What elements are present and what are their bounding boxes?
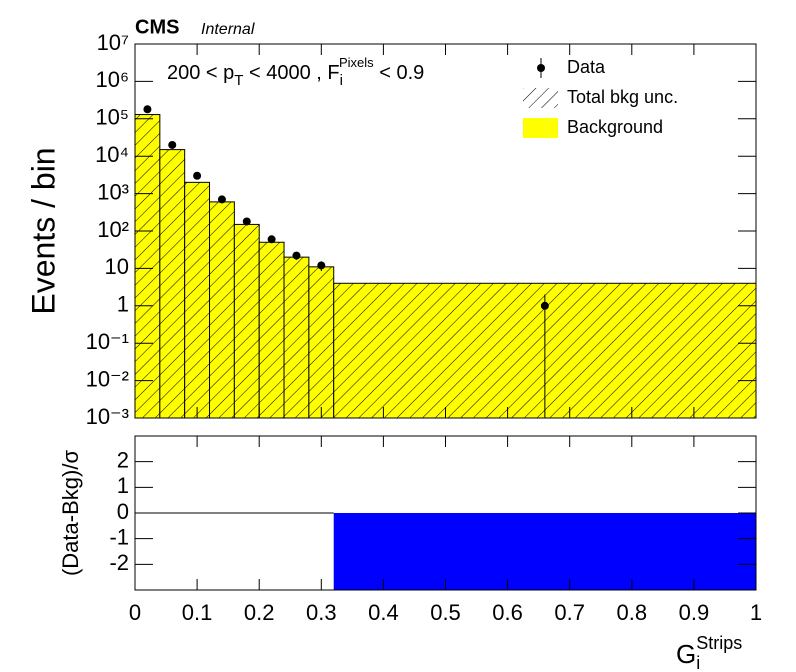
x-tick-label: 0.2: [244, 600, 275, 625]
annotation-part: Pixels: [339, 55, 374, 70]
bkg-unc-hatch: [283, 256, 310, 418]
annotation: 200 < pT < 4000 , Fi Pixels < 0.9: [167, 55, 424, 89]
ratio-axis-title: (Data-Bkg)/σ: [58, 450, 83, 576]
data-point: [193, 171, 202, 180]
x-tick-label: 0.4: [368, 600, 399, 625]
x-tick-label: 0.3: [306, 600, 337, 625]
bkg-unc-hatch: [184, 181, 211, 418]
data-point: [168, 140, 177, 149]
annotation-part: < 4000 , F: [243, 62, 339, 84]
x-tick-label: 0.6: [492, 600, 523, 625]
y-tick-label: 10⁶: [95, 67, 129, 92]
bkg-unc-hatch: [209, 201, 235, 418]
x-axis-title: GiStrips: [676, 633, 742, 672]
y-tick-label: 10⁻²: [86, 366, 129, 391]
y-tick-label: 10⁻³: [86, 404, 129, 429]
plot-area: [135, 105, 756, 418]
legend-label: Background: [567, 117, 663, 137]
x-tick-label: 0.7: [554, 600, 585, 625]
legend-marker: [523, 118, 558, 138]
y-tick-label: 10⁵: [95, 105, 129, 130]
y-tick-label: 10³: [97, 179, 129, 204]
y-tick-label: 1: [117, 292, 129, 317]
data-point: [540, 301, 549, 310]
x-title-part: Strips: [696, 633, 742, 653]
x-title-part: G: [676, 639, 696, 669]
y-axis-title: Events / bin: [25, 147, 61, 314]
legend-label: Data: [567, 57, 606, 77]
x-tick-label: 0.1: [182, 600, 213, 625]
x-tick-label: 0: [129, 600, 141, 625]
annotation-part: i: [340, 72, 343, 89]
y-tick-label: 10⁻¹: [86, 329, 129, 354]
bkg-unc-hatch: [233, 223, 260, 418]
internal-label: Internal: [201, 21, 255, 38]
annotation-part: 200 < p: [167, 62, 234, 84]
ratio-area: [333, 513, 756, 590]
annotation-part: < 0.9: [374, 62, 425, 84]
legend-marker: [537, 64, 545, 72]
y-tick-label: 10: [105, 254, 129, 279]
y-tick-label: -2: [109, 550, 129, 575]
data-point: [217, 195, 226, 204]
legend-marker: [523, 88, 558, 108]
y-tick-label: -1: [109, 524, 129, 549]
y-tick-label: 10²: [97, 217, 129, 242]
data-point: [292, 251, 301, 260]
legend-label: Total bkg unc.: [567, 87, 678, 107]
x-tick-label: 0.9: [679, 600, 710, 625]
ratio-bar: [333, 513, 756, 590]
data-point: [267, 235, 276, 244]
cms-label: CMS: [135, 16, 179, 38]
bkg-unc-hatch: [135, 114, 161, 418]
x-tick-label: 1: [750, 600, 762, 625]
x-title-part: i: [696, 653, 700, 672]
bkg-unc-hatch: [258, 241, 285, 418]
data-point: [143, 105, 152, 114]
data-point: [242, 217, 251, 226]
bkg-unc-hatch: [159, 149, 186, 418]
y-tick-label: 0: [117, 499, 129, 524]
x-tick-label: 0.8: [617, 600, 648, 625]
data-point: [317, 261, 326, 270]
y-tick-label: 10⁴: [95, 142, 129, 167]
y-tick-label: 2: [117, 447, 129, 472]
annotation-part: T: [234, 72, 243, 89]
y-tick-label: 1: [117, 473, 129, 498]
y-tick-label: 10⁷: [97, 30, 129, 55]
bkg-unc-hatch: [308, 266, 335, 418]
x-tick-label: 0.5: [430, 600, 461, 625]
